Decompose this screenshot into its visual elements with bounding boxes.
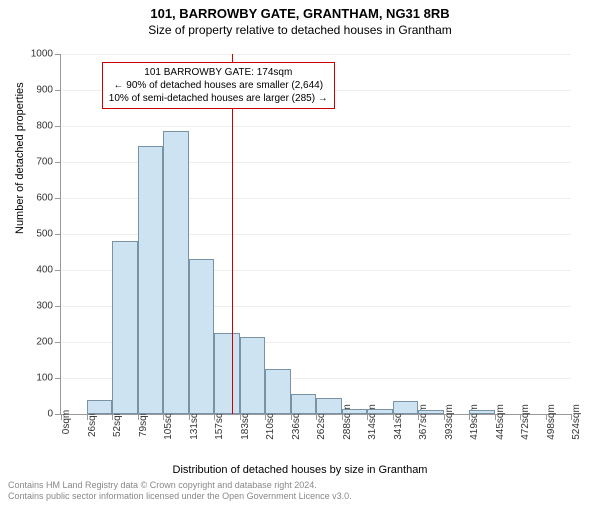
histogram-bar [265,369,291,414]
y-tick [55,234,61,235]
annotation-line: 101 BARROWBY GATE: 174sqm [109,66,328,79]
y-tick-label: 100 [36,373,53,384]
y-tick-label: 700 [36,157,53,168]
histogram-bar [189,259,215,414]
histogram-bar [469,410,495,414]
y-tick [55,306,61,307]
y-tick [55,162,61,163]
x-tick-label: 498sqm [546,404,557,440]
grid-line [61,126,571,127]
chart-subtitle: Size of property relative to detached ho… [0,23,600,37]
footer-line: Contains HM Land Registry data © Crown c… [8,480,592,491]
y-tick-label: 1000 [31,49,53,60]
y-tick [55,378,61,379]
annotation-line: 10% of semi-detached houses are larger (… [109,92,328,105]
y-tick [55,342,61,343]
y-tick-label: 800 [36,121,53,132]
footer-line: Contains public sector information licen… [8,491,592,502]
y-tick-label: 900 [36,85,53,96]
x-tick-label: 472sqm [520,404,531,440]
y-axis-title: Number of detached properties [14,82,26,234]
y-tick [55,54,61,55]
y-tick-label: 500 [36,229,53,240]
footer-attribution: Contains HM Land Registry data © Crown c… [8,480,592,502]
y-tick-label: 300 [36,301,53,312]
x-tick-label: 393sqm [444,404,455,440]
histogram-bar [342,409,368,414]
histogram-bar [367,409,393,414]
x-tick-label: 524sqm [571,404,582,440]
y-tick [55,90,61,91]
y-tick [55,198,61,199]
histogram-bar [87,400,113,414]
histogram-bar [291,394,317,414]
y-tick-label: 200 [36,337,53,348]
histogram-bar [112,241,138,414]
histogram-chart: 010020030040050060070080090010000sqm26sq… [60,54,571,415]
y-tick-label: 0 [47,409,53,420]
histogram-bar [214,333,240,414]
histogram-bar [418,410,444,414]
histogram-bar [393,401,419,414]
grid-line [61,54,571,55]
reference-annotation: 101 BARROWBY GATE: 174sqm ← 90% of detac… [102,62,335,109]
page-title: 101, BARROWBY GATE, GRANTHAM, NG31 8RB [0,6,600,21]
histogram-bar [138,146,164,414]
histogram-bar [240,337,266,414]
y-tick [55,270,61,271]
histogram-bar [316,398,342,414]
histogram-bar [163,131,189,414]
annotation-line: ← 90% of detached houses are smaller (2,… [109,79,328,92]
x-axis-title: Distribution of detached houses by size … [0,464,600,476]
x-tick-label: 0sqm [61,410,72,434]
y-tick-label: 400 [36,265,53,276]
y-tick [55,126,61,127]
y-tick-label: 600 [36,193,53,204]
x-tick-label: 445sqm [495,404,506,440]
